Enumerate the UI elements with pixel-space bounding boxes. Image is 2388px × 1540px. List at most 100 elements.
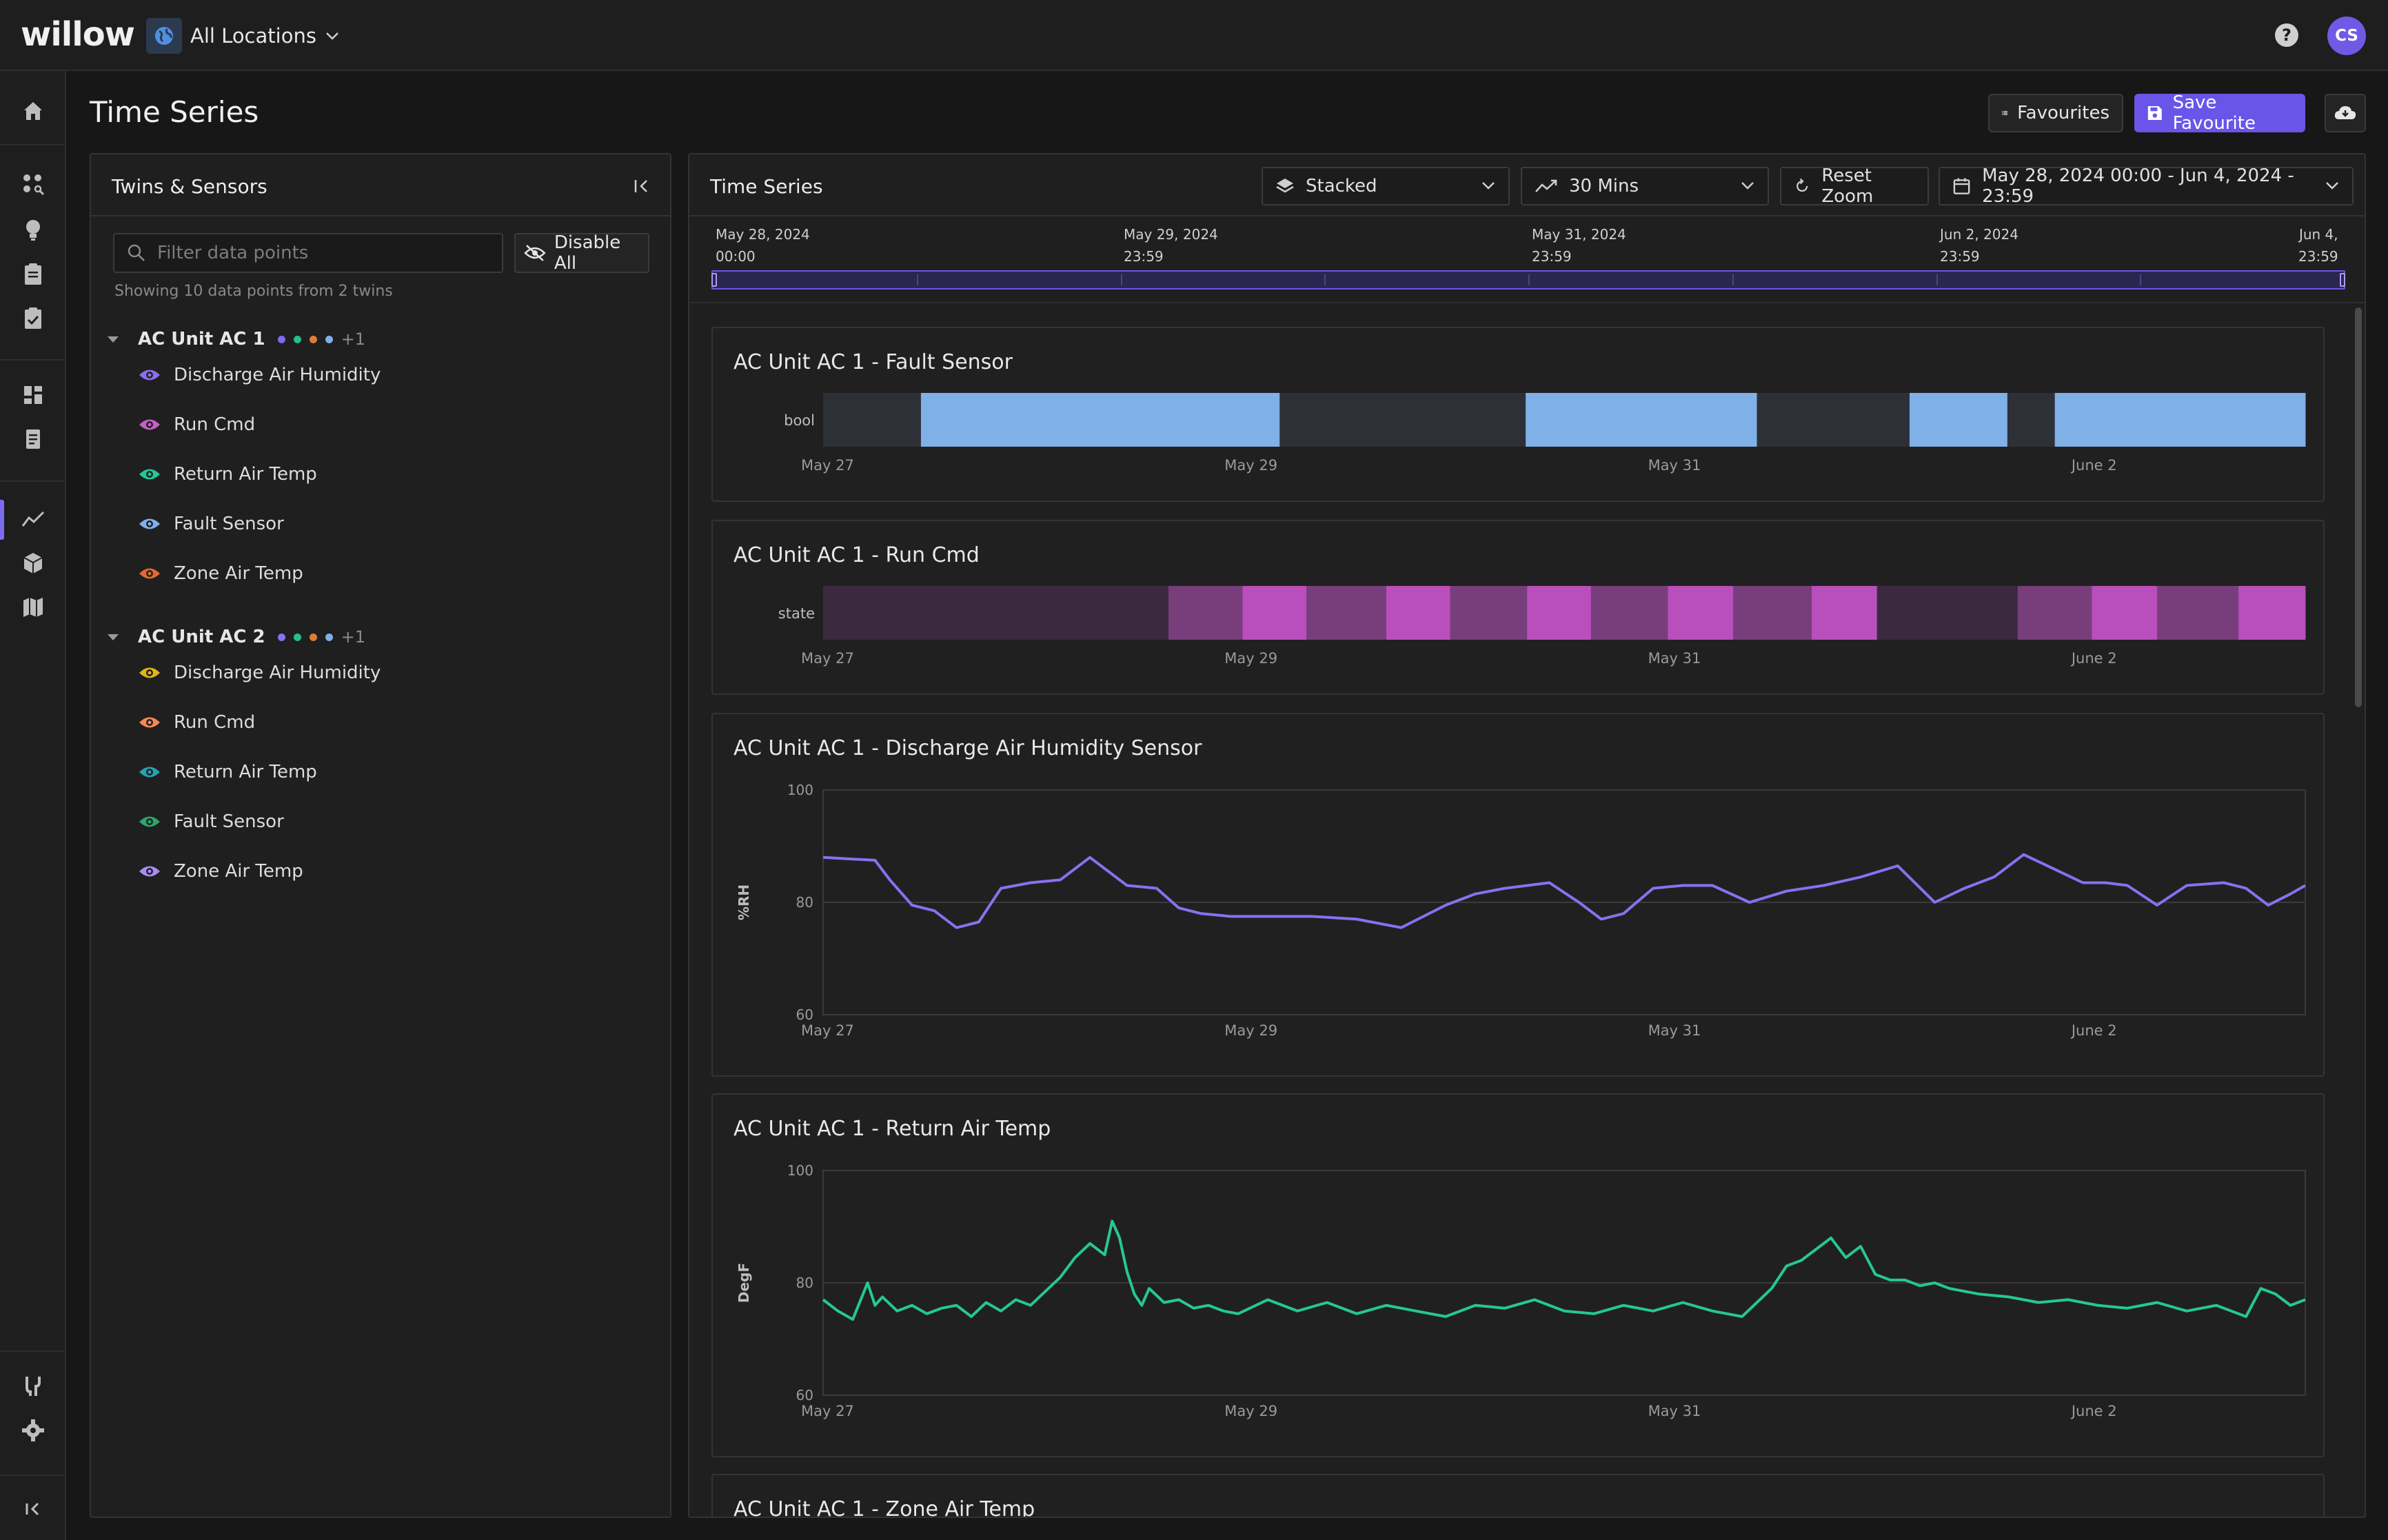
- eye-icon[interactable]: [138, 516, 161, 531]
- state-segment[interactable]: [2017, 586, 2092, 640]
- timeline-brush[interactable]: [711, 270, 2345, 290]
- chart-card: AC Unit AC 1 - Return Air Temp 100 80 60 Deg…: [711, 1093, 2325, 1457]
- eye-icon[interactable]: [138, 467, 161, 482]
- series-line[interactable]: [822, 1219, 2306, 1321]
- brush-handle-left[interactable]: [711, 273, 717, 287]
- save-favourite-label: Save Favourite: [2172, 92, 2256, 134]
- sensor-row[interactable]: Return Air Temp: [138, 460, 317, 488]
- state-segment[interactable]: [823, 393, 922, 447]
- sensor-row[interactable]: Run Cmd: [138, 411, 255, 438]
- chart-svg[interactable]: bool May 27 May 29 May 31 June 2: [713, 328, 2323, 500]
- favourites-button[interactable]: Favourites: [1988, 94, 2123, 132]
- scrollbar[interactable]: [2355, 307, 2362, 707]
- chart-card: AC Unit AC 1 - Zone Air Temp: [711, 1474, 2325, 1518]
- twin-search-icon[interactable]: [21, 172, 45, 196]
- filter-data-points[interactable]: [113, 233, 503, 273]
- location-selector[interactable]: All Locations: [146, 18, 340, 54]
- home-icon[interactable]: [21, 99, 45, 123]
- state-segment[interactable]: [2054, 393, 2306, 447]
- time-series-panel: Time Series Stacked 30 Mins Reset Zoom M…: [688, 153, 2366, 1518]
- eye-icon[interactable]: [138, 367, 161, 383]
- state-segment[interactable]: [1733, 586, 1812, 640]
- eye-icon[interactable]: [138, 814, 161, 829]
- state-segment[interactable]: [1812, 586, 1878, 640]
- sensor-label: Fault Sensor: [174, 811, 284, 832]
- sensor-row[interactable]: Run Cmd: [138, 709, 255, 736]
- chart-svg[interactable]: 100 80 60 DegF May 27 May 29 May 31 June 2: [713, 1095, 2323, 1456]
- chart-svg[interactable]: state May 27 May 29 May 31 June 2: [713, 521, 2323, 693]
- state-segment[interactable]: [2238, 586, 2306, 640]
- avatar[interactable]: CS: [2327, 17, 2366, 55]
- state-segment[interactable]: [1527, 586, 1592, 640]
- settings-gear-icon[interactable]: [21, 1418, 45, 1443]
- state-segment[interactable]: [1242, 586, 1307, 640]
- chart-title: AC Unit AC 1 - Zone Air Temp: [733, 1497, 1035, 1518]
- state-segment[interactable]: [1526, 393, 1757, 447]
- sensor-label: Return Air Temp: [174, 464, 317, 485]
- integrations-icon[interactable]: [21, 1374, 45, 1399]
- 3d-viewer-cube-icon[interactable]: [21, 551, 45, 576]
- insights-bulb-icon[interactable]: [21, 217, 45, 242]
- eye-icon[interactable]: [138, 864, 161, 879]
- tickets-clipboard-icon[interactable]: [21, 261, 45, 286]
- sensor-row[interactable]: Return Air Temp: [138, 758, 317, 786]
- sensor-row[interactable]: Zone Air Temp: [138, 858, 303, 885]
- globe-icon: [146, 18, 182, 54]
- reports-icon[interactable]: [21, 427, 45, 452]
- chevron-down-icon: [2326, 182, 2338, 190]
- eye-icon[interactable]: [138, 665, 161, 680]
- interval-select[interactable]: 30 Mins: [1521, 167, 1769, 205]
- state-segment[interactable]: [920, 393, 1280, 447]
- help-icon[interactable]: ?: [2275, 23, 2298, 47]
- sensor-row[interactable]: Zone Air Temp: [138, 560, 303, 587]
- sensor-row[interactable]: Fault Sensor: [138, 510, 284, 538]
- y-tick-label: 80: [796, 1275, 813, 1291]
- twin-header[interactable]: AC Unit AC 1 +1: [108, 325, 365, 353]
- state-segment[interactable]: [1757, 393, 1910, 447]
- timeline-label: May 31, 2024 23:59: [1532, 223, 1626, 267]
- layout-select[interactable]: Stacked: [1262, 167, 1510, 205]
- date-range-picker[interactable]: May 28, 2024 00:00 - Jun 4, 2024 - 23:59: [1939, 165, 2354, 207]
- sensor-row[interactable]: Discharge Air Humidity: [138, 361, 381, 389]
- state-segment[interactable]: [1590, 586, 1668, 640]
- brush-handle-right[interactable]: [2340, 273, 2345, 287]
- app-logo[interactable]: willow: [21, 15, 135, 54]
- dashboards-icon[interactable]: [21, 383, 45, 407]
- collapse-nav-icon[interactable]: [21, 1497, 45, 1521]
- state-segment[interactable]: [823, 586, 1169, 640]
- state-segment[interactable]: [1909, 393, 2008, 447]
- state-segment[interactable]: [2157, 586, 2239, 640]
- state-segment[interactable]: [1386, 586, 1450, 640]
- twin-header[interactable]: AC Unit AC 2 +1: [108, 623, 365, 651]
- state-segment[interactable]: [2007, 393, 2056, 447]
- time-series-icon[interactable]: [21, 507, 45, 531]
- save-favourite-button[interactable]: Save Favourite: [2134, 92, 2305, 134]
- twin-name: AC Unit AC 2: [138, 627, 265, 647]
- disable-all-button[interactable]: Disable All: [514, 232, 649, 274]
- export-cloud-button[interactable]: [2325, 94, 2366, 132]
- inspections-check-icon[interactable]: [21, 305, 45, 330]
- sensor-row[interactable]: Discharge Air Humidity: [138, 659, 381, 687]
- x-tick-label: May 27: [801, 457, 854, 474]
- state-segment[interactable]: [1306, 586, 1387, 640]
- state-segment[interactable]: [1279, 393, 1526, 447]
- state-segment[interactable]: [1450, 586, 1528, 640]
- sensor-label: Return Air Temp: [174, 762, 317, 782]
- series-line[interactable]: [822, 853, 2306, 929]
- search-input[interactable]: [157, 243, 488, 263]
- map-icon[interactable]: [21, 595, 45, 620]
- eye-icon[interactable]: [138, 566, 161, 581]
- chevron-down-icon: [326, 32, 338, 40]
- collapse-panel-icon[interactable]: [633, 178, 651, 194]
- state-segment[interactable]: [1876, 586, 2018, 640]
- interval-select-value: 30 Mins: [1569, 176, 1639, 196]
- sensor-row[interactable]: Fault Sensor: [138, 808, 284, 835]
- state-segment[interactable]: [2092, 586, 2158, 640]
- state-segment[interactable]: [1168, 586, 1243, 640]
- state-segment[interactable]: [1668, 586, 1734, 640]
- eye-icon[interactable]: [138, 764, 161, 780]
- eye-icon[interactable]: [138, 715, 161, 730]
- reset-zoom-button[interactable]: Reset Zoom: [1780, 165, 1929, 207]
- eye-icon[interactable]: [138, 417, 161, 432]
- chart-svg[interactable]: 100 80 60 %RH May 27 May 29 May 31 June 2: [713, 714, 2323, 1075]
